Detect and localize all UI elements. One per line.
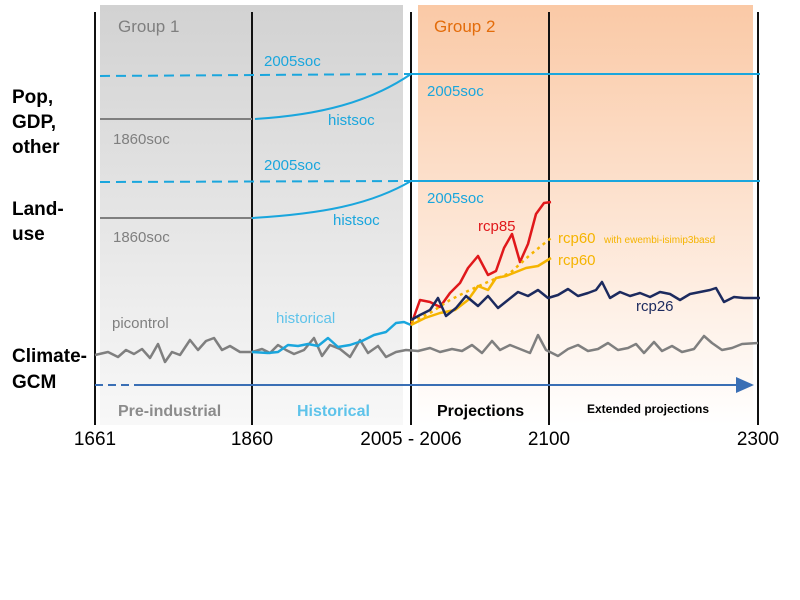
rcp26-line — [410, 280, 760, 322]
period-preindustrial: Pre-industrial — [118, 403, 221, 420]
year-2005-2006: 2005 - 2006 — [360, 429, 461, 450]
rcp85-label: rcp85 — [478, 218, 516, 235]
rcp60-ewembi-name: rcp60 — [558, 230, 596, 247]
land-row: 2005soc 2005soc histsoc 1860soc — [99, 157, 760, 246]
climate-label-line1: Climate- — [12, 346, 87, 367]
group2-panel — [418, 5, 753, 425]
rcp85-line — [409, 200, 552, 326]
pop-row: 2005soc 2005soc histsoc 1860soc — [99, 53, 760, 148]
historical-label: historical — [276, 310, 335, 327]
land-label-line1: Land- — [12, 199, 64, 220]
pop-1860soc-label: 1860soc — [113, 131, 170, 148]
land-1860soc-label: 1860soc — [113, 229, 170, 246]
year-1661: 1661 — [74, 429, 116, 450]
group2-title: Group 2 — [434, 17, 495, 36]
pop-2005soc-future-label: 2005soc — [427, 83, 484, 100]
rcp26-label: rcp26 — [636, 298, 674, 315]
period-projections: Projections — [437, 403, 524, 420]
climate-label-line2: GCM — [12, 372, 56, 393]
climate-row: picontrol historical rcp85 rcp60 with ew… — [94, 200, 760, 364]
pop-histsoc-label: histsoc — [328, 112, 375, 129]
rcp60-ewembi-label: rcp60 with ewembi-isimip3basd — [558, 230, 715, 247]
year-labels: 1661 1860 2005 - 2006 2100 2300 — [74, 429, 779, 450]
period-extended: Extended projections — [587, 402, 709, 416]
rcp60-ewembi-note: with ewembi-isimip3basd — [603, 235, 715, 246]
land-histsoc-curve — [251, 180, 412, 219]
year-2100: 2100 — [528, 429, 570, 450]
pop-2005soc-dashed-line — [99, 73, 412, 77]
pop-label-line2: GDP, — [12, 112, 56, 133]
group1-title: Group 1 — [118, 17, 179, 36]
land-label-line2: use — [12, 224, 45, 245]
period-historical: Historical — [297, 403, 370, 420]
row-labels: Pop, GDP, other Land- use Climate- GCM — [12, 87, 87, 393]
pop-histsoc-curve — [254, 73, 412, 120]
picontrol-label: picontrol — [112, 315, 169, 332]
land-2005soc-future-label: 2005soc — [427, 190, 484, 207]
land-histsoc-label: histsoc — [333, 212, 380, 229]
pop-label-line3: other — [12, 137, 60, 158]
land-2005soc-label: 2005soc — [264, 157, 321, 174]
rcp60-line — [410, 256, 552, 327]
picontrol-line — [94, 333, 759, 364]
rcp60-label: rcp60 — [558, 252, 596, 269]
pop-label-line1: Pop, — [12, 87, 53, 108]
year-2300: 2300 — [737, 429, 779, 450]
year-1860: 1860 — [231, 429, 273, 450]
pop-2005soc-label: 2005soc — [264, 53, 321, 70]
land-2005soc-dashed-line — [99, 180, 412, 183]
historical-line — [251, 320, 412, 355]
